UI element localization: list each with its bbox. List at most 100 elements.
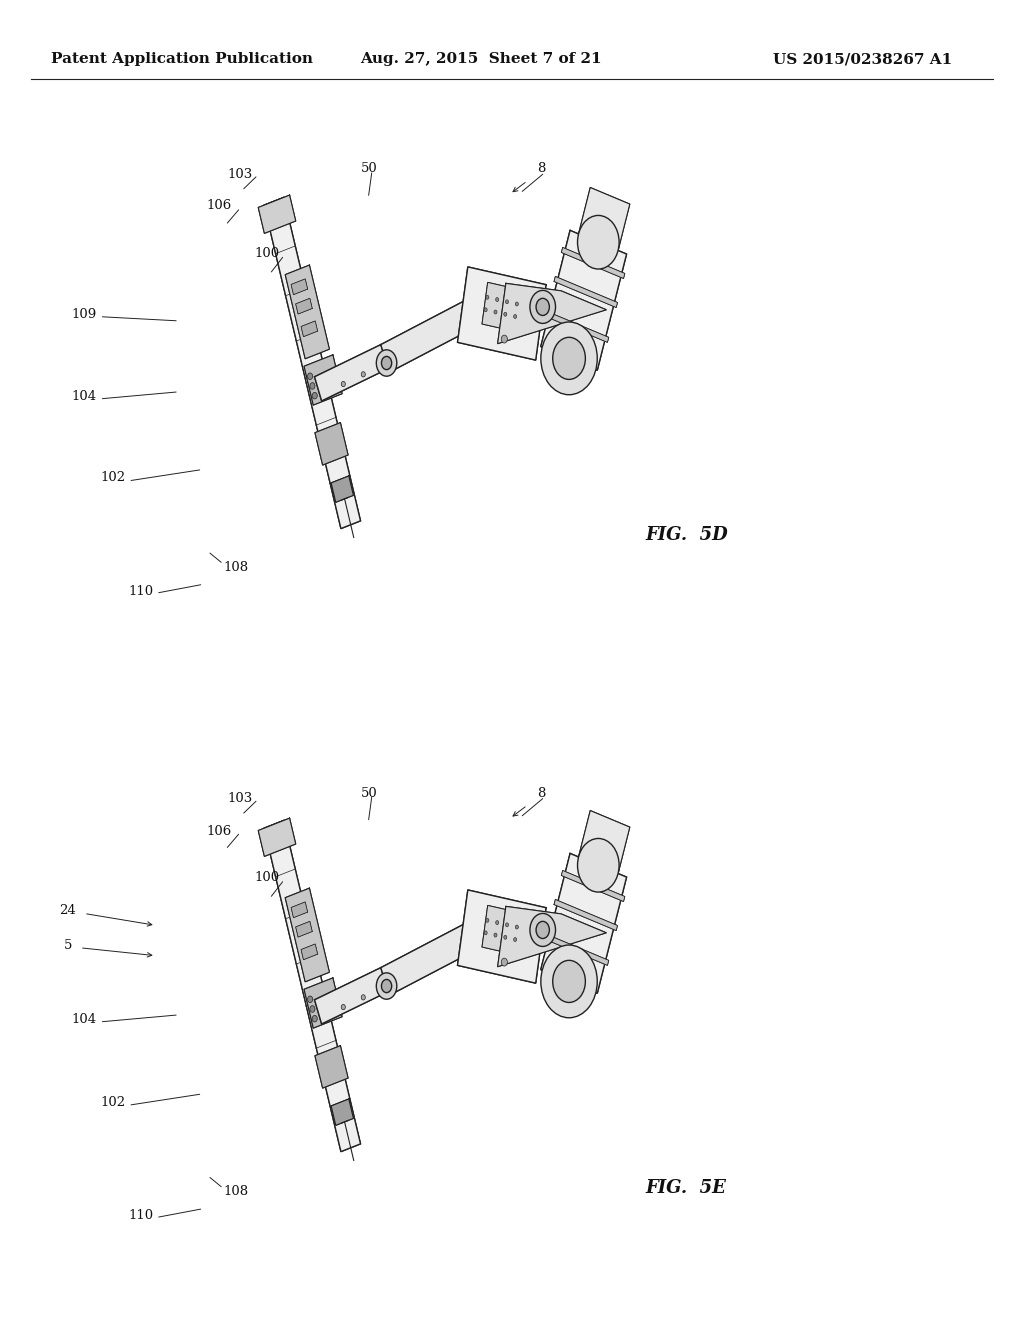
Text: 102: 102 [100, 471, 126, 484]
Polygon shape [258, 818, 296, 857]
Polygon shape [381, 302, 471, 372]
Polygon shape [291, 902, 307, 917]
Circle shape [494, 310, 497, 314]
Text: Aug. 27, 2015  Sheet 7 of 21: Aug. 27, 2015 Sheet 7 of 21 [360, 53, 602, 66]
Polygon shape [546, 935, 608, 965]
Polygon shape [554, 276, 617, 308]
Text: 106: 106 [207, 199, 232, 213]
Circle shape [530, 290, 555, 323]
Circle shape [553, 961, 586, 1002]
Text: US 2015/0238267 A1: US 2015/0238267 A1 [773, 53, 952, 66]
Circle shape [504, 313, 507, 317]
Polygon shape [286, 888, 330, 982]
Circle shape [494, 933, 497, 937]
Circle shape [506, 923, 509, 927]
Polygon shape [458, 890, 546, 983]
Circle shape [496, 920, 499, 924]
Circle shape [515, 302, 518, 306]
Circle shape [341, 381, 345, 387]
Circle shape [514, 314, 517, 318]
Circle shape [541, 945, 597, 1018]
Circle shape [537, 298, 549, 315]
Circle shape [496, 297, 499, 301]
Circle shape [515, 925, 518, 929]
Polygon shape [264, 198, 360, 528]
Text: 8: 8 [538, 787, 546, 800]
Polygon shape [315, 422, 348, 465]
Polygon shape [296, 298, 312, 314]
Circle shape [502, 958, 508, 966]
Circle shape [381, 356, 391, 370]
Polygon shape [331, 1100, 353, 1126]
Polygon shape [301, 944, 317, 960]
Text: 100: 100 [254, 871, 280, 884]
Circle shape [506, 300, 509, 304]
Circle shape [381, 979, 391, 993]
Circle shape [537, 921, 549, 939]
Polygon shape [482, 906, 520, 954]
Text: 103: 103 [227, 792, 253, 805]
Circle shape [504, 936, 507, 940]
Circle shape [307, 997, 312, 1003]
Circle shape [578, 215, 620, 269]
Polygon shape [541, 854, 627, 993]
Circle shape [578, 838, 620, 892]
Polygon shape [291, 279, 307, 294]
Polygon shape [579, 810, 630, 874]
Circle shape [485, 919, 488, 923]
Polygon shape [561, 247, 625, 279]
Polygon shape [554, 899, 617, 931]
Circle shape [514, 937, 517, 941]
Text: 110: 110 [128, 585, 154, 598]
Circle shape [361, 995, 366, 1001]
Text: Patent Application Publication: Patent Application Publication [51, 53, 313, 66]
Polygon shape [561, 870, 625, 902]
Circle shape [541, 322, 597, 395]
Polygon shape [381, 925, 471, 995]
Text: 104: 104 [72, 389, 97, 403]
Text: 108: 108 [223, 1185, 249, 1199]
Circle shape [312, 1015, 317, 1022]
Polygon shape [264, 821, 360, 1151]
Polygon shape [304, 355, 342, 405]
Polygon shape [482, 282, 520, 331]
Text: 50: 50 [360, 787, 377, 800]
Polygon shape [301, 321, 317, 337]
Text: 103: 103 [227, 168, 253, 181]
Circle shape [553, 338, 586, 379]
Circle shape [502, 335, 508, 343]
Text: 109: 109 [72, 308, 97, 321]
Circle shape [530, 913, 555, 946]
Circle shape [484, 308, 487, 312]
Circle shape [341, 1005, 345, 1010]
Text: 102: 102 [100, 1096, 126, 1109]
Polygon shape [296, 921, 312, 937]
Polygon shape [314, 345, 388, 401]
Text: 50: 50 [360, 162, 377, 176]
Text: 8: 8 [538, 162, 546, 176]
Polygon shape [258, 195, 296, 234]
Text: 100: 100 [254, 247, 280, 260]
Circle shape [312, 392, 317, 399]
Polygon shape [304, 978, 342, 1028]
Text: 104: 104 [72, 1012, 97, 1026]
Polygon shape [541, 231, 627, 370]
Polygon shape [546, 312, 608, 342]
Circle shape [361, 372, 366, 378]
Polygon shape [314, 968, 388, 1024]
Text: 106: 106 [207, 825, 232, 838]
Text: 24: 24 [59, 904, 76, 917]
Text: 108: 108 [223, 561, 249, 574]
Circle shape [377, 973, 397, 999]
Polygon shape [286, 265, 330, 359]
Circle shape [307, 374, 312, 380]
Text: FIG.  5E: FIG. 5E [645, 1179, 726, 1197]
Circle shape [310, 1006, 315, 1012]
Polygon shape [331, 477, 353, 503]
Polygon shape [315, 1045, 348, 1088]
Circle shape [377, 350, 397, 376]
Polygon shape [498, 907, 606, 966]
Circle shape [485, 296, 488, 300]
Polygon shape [579, 187, 630, 251]
Text: 110: 110 [128, 1209, 154, 1222]
